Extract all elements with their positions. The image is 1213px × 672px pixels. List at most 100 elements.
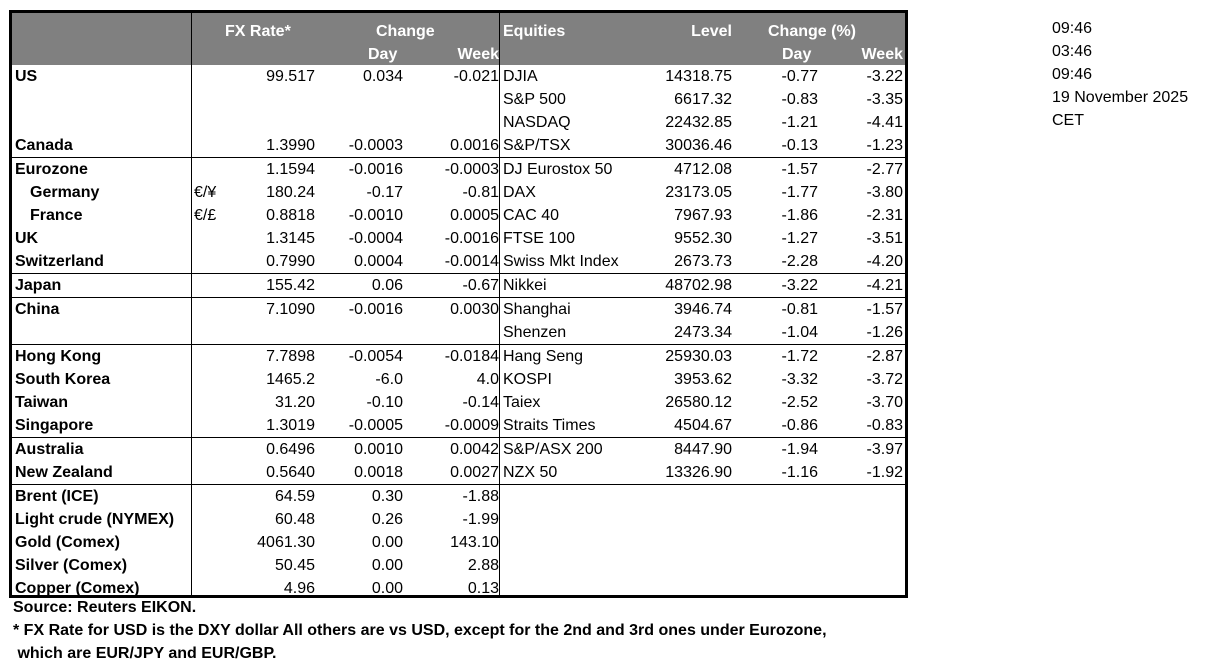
cell-level: 13326.90	[665, 464, 732, 481]
cell-day: -0.10	[366, 394, 403, 411]
cell-equity: DAX	[503, 184, 536, 201]
cell-equity: DJIA	[503, 68, 538, 85]
cell-level: 9552.30	[674, 230, 732, 247]
cell-eday: -1.57	[781, 161, 818, 178]
cell-fx: 1.3019	[266, 417, 315, 434]
cell-week: 0.13	[467, 580, 499, 597]
table-row: Australia 0.6496 0.0010 0.0042 S&P/ASX 200 84…	[12, 438, 905, 461]
table-row: France €/£ 0.8818 -0.0010 0.0005 CAC 40 7967.9…	[12, 204, 905, 227]
cell-level: 2673.73	[674, 253, 732, 270]
cell-level: 14318.75	[665, 68, 732, 85]
cell-week: -1.99	[462, 511, 499, 528]
cell-fx: 99.517	[266, 68, 315, 85]
cell-fx: 0.7990	[266, 253, 315, 270]
cell-country: Eurozone	[15, 161, 88, 178]
cell-eday: -1.21	[781, 114, 818, 131]
cell-equity: Swiss Mkt Index	[503, 253, 619, 270]
cell-week: 2.88	[467, 557, 499, 574]
cell-eweek: -3.80	[866, 184, 903, 201]
cell-fx: 0.5640	[266, 464, 315, 481]
cell-equity: Shanghai	[503, 301, 571, 318]
cell-eweek: -0.83	[866, 417, 903, 434]
cell-country: New Zealand	[15, 464, 113, 481]
cell-day: -0.0005	[348, 417, 403, 434]
cell-eday: -2.28	[781, 253, 818, 270]
cell-week: -0.021	[453, 68, 499, 85]
cell-fx: 60.48	[274, 511, 315, 528]
cell-equity: Shenzen	[503, 324, 567, 341]
header-week: Week	[457, 46, 499, 63]
table-row: Brent (ICE) 64.59 0.30 -1.88	[12, 485, 905, 508]
footnote: which are EUR/JPY and EUR/GBP.	[13, 645, 277, 662]
cell-level: 22432.85	[665, 114, 732, 131]
cell-country: Germany	[30, 184, 100, 201]
cell-fx: 0.8818	[266, 207, 315, 224]
table-row: Canada 1.3990 -0.0003 0.0016 S&P/TSX 30036.46…	[12, 134, 905, 157]
cell-country: UK	[15, 230, 39, 247]
cell-eday: -0.86	[781, 417, 818, 434]
cell-level: 3946.74	[674, 301, 732, 318]
cell-fx: 1.1594	[266, 161, 315, 178]
cell-day: -0.0016	[348, 301, 403, 318]
cell-eweek: -3.72	[866, 371, 903, 388]
cell-level: 3953.62	[674, 371, 732, 388]
cell-fx: 155.42	[266, 277, 315, 294]
table-row: Light crude (NYMEX) 60.48 0.26 -1.99	[12, 508, 905, 531]
source-note: Source: Reuters EIKON.	[13, 599, 197, 616]
cell-week: -0.0009	[444, 417, 499, 434]
cell-week: -0.81	[462, 184, 499, 201]
cell-fx: 64.59	[274, 488, 315, 505]
cell-week: -0.0184	[444, 348, 499, 365]
cell-equity: NZX 50	[503, 464, 558, 481]
cell-day: 0.00	[371, 557, 403, 574]
cell-eweek: -2.87	[866, 348, 903, 365]
cell-country: Singapore	[15, 417, 94, 434]
cell-country: Gold (Comex)	[15, 534, 120, 551]
cell-equity: S&P 500	[503, 91, 566, 108]
cell-day: 0.034	[362, 68, 403, 85]
date: 19 November 2025	[1052, 89, 1189, 106]
cell-equity: DJ Eurostox 50	[503, 161, 613, 178]
table-row: New Zealand 0.5640 0.0018 0.0027 NZX 50 13326…	[12, 461, 905, 484]
cell-day: -0.0054	[348, 348, 403, 365]
cell-eweek: -1.26	[866, 324, 903, 341]
cell-level: 25930.03	[665, 348, 732, 365]
cell-country: Silver (Comex)	[15, 557, 128, 574]
cell-level: 30036.46	[665, 137, 732, 154]
cell-week: 0.0005	[450, 207, 499, 224]
table-body: US 99.517 0.034 -0.021 DJIA 14318.75 -0.77 -3.2…	[12, 65, 905, 600]
row-group: Hong Kong 7.7898 -0.0054 -0.0184 Hang Seng 25…	[12, 344, 905, 437]
column-divider	[191, 13, 192, 595]
cell-level: 2473.34	[674, 324, 732, 341]
cell-level: 4504.67	[674, 417, 732, 434]
cell-equity: NASDAQ	[503, 114, 571, 131]
cell-level: 23173.05	[665, 184, 732, 201]
table-row: Copper (Comex) 4.96 0.00 0.13	[12, 577, 905, 600]
cell-code: €/¥	[194, 184, 217, 201]
row-group: Japan 155.42 0.06 -0.67 Nikkei 48702.98 -3.22 -…	[12, 273, 905, 297]
cell-level: 26580.12	[665, 394, 732, 411]
cell-day: -0.0010	[348, 207, 403, 224]
cell-country: France	[30, 207, 83, 224]
cell-country: US	[15, 68, 38, 85]
table-row: Switzerland 0.7990 0.0004 -0.0014 Swiss Mkt …	[12, 250, 905, 273]
cell-equity: Taiex	[503, 394, 541, 411]
table-row: Silver (Comex) 50.45 0.00 2.88	[12, 554, 905, 577]
cell-day: -6.0	[375, 371, 403, 388]
table-row: Germany €/¥ 180.24 -0.17 -0.81 DAX 23173.05 -1.…	[12, 181, 905, 204]
cell-eweek: -4.21	[866, 277, 903, 294]
header-eq-day: Day	[782, 46, 812, 63]
table-row: Gold (Comex) 4061.30 0.00 143.10	[12, 531, 905, 554]
cell-country: South Korea	[15, 371, 111, 388]
cell-day: 0.0018	[354, 464, 403, 481]
cell-week: -1.88	[462, 488, 499, 505]
cell-week: -0.0016	[444, 230, 499, 247]
cell-eweek: -4.41	[866, 114, 903, 131]
row-group: Australia 0.6496 0.0010 0.0042 S&P/ASX 200 84…	[12, 437, 905, 484]
cell-equity: KOSPI	[503, 371, 552, 388]
cell-week: -0.14	[462, 394, 499, 411]
cell-week: -0.0003	[444, 161, 499, 178]
cell-fx: 31.20	[274, 394, 315, 411]
cell-equity: S&P/TSX	[503, 137, 571, 154]
time-3: 09:46	[1052, 66, 1093, 83]
